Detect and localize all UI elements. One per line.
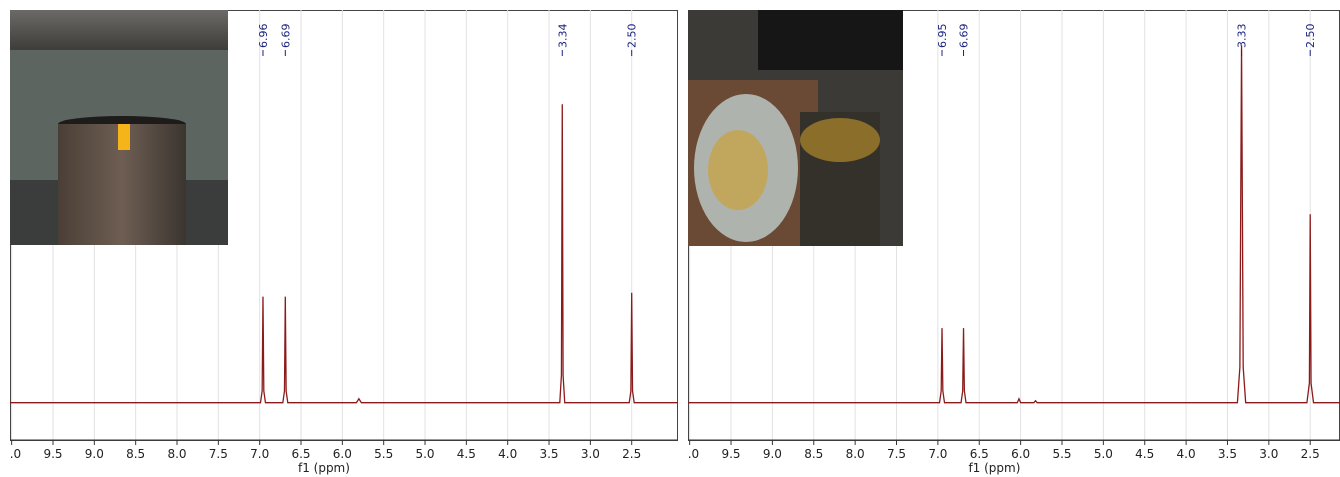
x-tick-label: 6.5	[291, 447, 310, 461]
x-tick-label: 8.5	[126, 447, 145, 461]
peak-label: 3.34	[556, 24, 569, 49]
x-tick-label: 0.0	[10, 447, 21, 461]
x-tick-label: 8.5	[804, 447, 823, 461]
x-tick-label: 2.5	[622, 447, 641, 461]
photo-inset	[688, 10, 903, 246]
x-tick-label: 9.5	[43, 447, 62, 461]
x-tick-label: 7.0	[928, 447, 947, 461]
peak-label: 6.69	[958, 24, 971, 49]
x-tick-label: 3.0	[581, 447, 600, 461]
x-tick-label: 4.5	[1135, 447, 1154, 461]
x-tick-label: 9.0	[85, 447, 104, 461]
x-tick-label: 5.5	[374, 447, 393, 461]
peak-label: 3.33	[1236, 24, 1249, 49]
x-tick-label: 4.0	[498, 447, 517, 461]
x-tick-label: 3.5	[539, 447, 558, 461]
x-tick-label: 0.0	[688, 447, 699, 461]
x-tick-label: 5.0	[1094, 447, 1113, 461]
x-tick-label: 3.0	[1259, 447, 1278, 461]
x-tick-label: 6.0	[1011, 447, 1030, 461]
peak-label: 2.50	[626, 24, 639, 49]
peak-label: 6.95	[936, 24, 949, 49]
x-tick-label: 8.0	[846, 447, 865, 461]
x-tick-label: 7.5	[209, 447, 228, 461]
peak-label: 6.96	[257, 24, 270, 49]
x-tick-label: 4.5	[457, 447, 476, 461]
x-tick-label: 7.0	[250, 447, 269, 461]
x-tick-label: 6.0	[333, 447, 352, 461]
x-tick-label: 9.0	[763, 447, 782, 461]
x-axis-label: f1 (ppm)	[298, 461, 350, 475]
x-tick-label: 9.5	[721, 447, 740, 461]
x-tick-label: 6.5	[970, 447, 989, 461]
x-axis-label: f1 (ppm)	[968, 461, 1020, 475]
x-tick-label: 3.5	[1218, 447, 1237, 461]
x-tick-label: 5.5	[1052, 447, 1071, 461]
peak-label: 6.69	[279, 24, 292, 49]
page: 0.0 9.5 9.0 8.5 8.0 7.5 7.0 6.5 6.0 5.5 5.0 4.5 4.0 3…	[0, 0, 1340, 477]
x-tick-label: 4.0	[1177, 447, 1196, 461]
x-tick-label: 5.0	[415, 447, 434, 461]
photo-inset	[10, 10, 228, 245]
spectrum-panel: 0.0 9.5 9.0 8.5 8.0 7.5 7.0 6.5 6.0 5.5 5.0 4.5 4.0 3…	[10, 0, 678, 477]
x-tick-label: 7.5	[887, 447, 906, 461]
spectrum-panel: 0.0 9.5 9.0 8.5 8.0 7.5 7.0 6.5 6.0 5.5 5.0 4.5 4.0 3…	[688, 0, 1340, 477]
x-tick-label: 8.0	[167, 447, 186, 461]
peak-label: 2.50	[1304, 24, 1317, 49]
x-tick-label: 2.5	[1301, 447, 1320, 461]
